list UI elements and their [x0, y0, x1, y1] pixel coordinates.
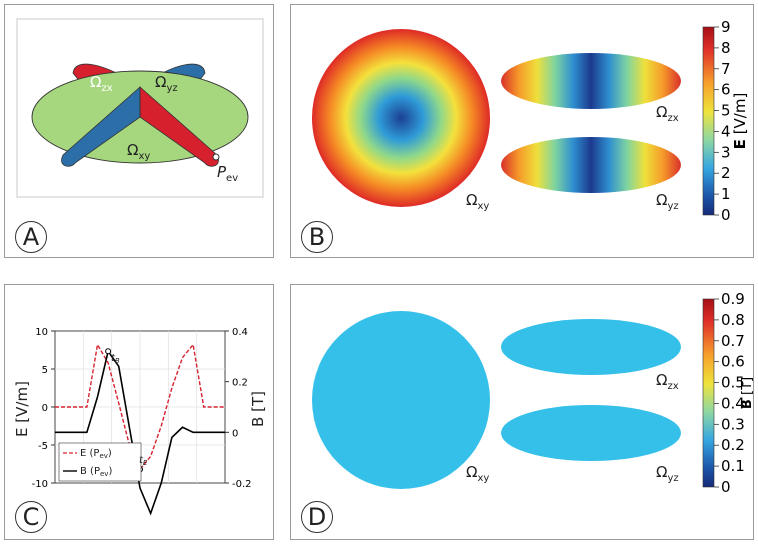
colorbar-tick-label: 2: [721, 164, 731, 182]
colorbar-tick-label: 5: [721, 102, 731, 120]
legend-e: E (P: [80, 448, 99, 459]
colorbar-tick-label: 0.6: [721, 353, 745, 371]
label-zx: Ω: [656, 371, 667, 389]
y-tick-label: 10: [35, 327, 48, 338]
y2-tick-label: 0.4: [232, 327, 248, 338]
label-yz: Ω: [656, 191, 667, 209]
label-zx: Ω: [90, 73, 101, 91]
panel-letter-c: C: [15, 501, 47, 533]
svg-text:B (Pev): B (Pev): [80, 466, 112, 478]
panel-letter-b: B: [301, 221, 333, 253]
plane-yz-front: [61, 86, 141, 167]
colorbar-e-label: E [V/m]: [731, 93, 749, 150]
svg-text:Ωzx: Ωzx: [656, 371, 679, 392]
colorbar-b-ticks: 0.9 0.8 0.7 0.6 0.5 0.4 0.3 0.2 0.1 0: [714, 290, 745, 496]
y2-tick-label: 0.2: [232, 378, 248, 389]
panel-a: Ωzx Ωyz Ωxy Pev A: [4, 4, 274, 258]
y2-tick-label: 0: [232, 428, 238, 439]
label-pev: P: [217, 163, 227, 181]
colorbar-tick-label: 0.7: [721, 332, 745, 350]
field-xy-disk: [312, 29, 490, 207]
panel-b: Ωxy Ωzx Ωyz 9 8 7 6 5 4 3 2 1 0 E [V/m] B: [290, 4, 754, 258]
label-yz: Ω: [656, 463, 667, 481]
point-pev: [212, 153, 220, 161]
field-zx-ellipse: [501, 53, 681, 109]
label-xy: Ω: [466, 191, 477, 209]
svg-text:Ωxy: Ωxy: [466, 463, 489, 484]
panel-d: Ωxy Ωzx Ωyz 0.9 0.8 0.7 0.6 0.5 0.4 0.3 0.2 0.1 0…: [290, 284, 755, 540]
field-xy-disk: [312, 311, 490, 489]
svg-text:E (Pev): E (Pev): [80, 448, 112, 460]
colorbar-b-label: B [T]: [740, 377, 755, 409]
svg-text:Ωyz: Ωyz: [656, 463, 679, 484]
plane-diagram: Ωzx Ωyz Ωxy Pev: [16, 18, 264, 198]
colorbar-tick-label: 0.5: [721, 374, 745, 392]
colorbar-tick-label: 8: [721, 39, 731, 57]
colorbar-tick-label: 0.1: [721, 457, 745, 475]
svg-text:Ωyz: Ωyz: [656, 191, 679, 212]
svg-text:Ωxy: Ωxy: [466, 191, 489, 212]
colorbar-tick-label: 4: [721, 122, 731, 140]
e-field-maps: Ωxy Ωzx Ωyz 9 8 7 6 5 4 3 2 1 0 E [V/m]: [312, 18, 749, 224]
panel-c: 10 5 0 -5 -10 0.4 0.2 0 -0.2 E [V/m] B [T] E (Pe…: [4, 284, 274, 540]
colorbar-tick-label: 0.9: [721, 290, 745, 308]
colorbar-e: [702, 26, 715, 216]
colorbar-tick-label: 6: [721, 81, 731, 99]
y2-tick-label: -0.2: [232, 479, 252, 490]
label-zx: Ω: [656, 103, 667, 121]
annotation-tb: tB: [111, 353, 120, 365]
marker-tb: [105, 348, 112, 355]
e-b-time-chart: 10 5 0 -5 -10 0.4 0.2 0 -0.2 E [V/m] B [T] E (Pe…: [13, 327, 267, 516]
label-xy: Ω: [466, 463, 477, 481]
annotation-te: tE: [139, 455, 148, 467]
y-tick-label: -5: [38, 441, 48, 452]
colorbar-tick-label: 0: [721, 478, 731, 496]
label-yz: Ω: [155, 73, 166, 91]
colorbar-tick-label: 0.2: [721, 436, 745, 454]
panel-letter-d: D: [301, 501, 333, 533]
svg-text:Ωxy: Ωxy: [127, 141, 150, 162]
colorbar-tick-label: 0: [721, 206, 731, 224]
svg-text:Ωyz: Ωyz: [155, 73, 178, 94]
colorbar-e-ticks: 9 8 7 6 5 4 3 2 1 0: [714, 18, 731, 224]
y-tick-label: 5: [42, 365, 48, 376]
colorbar-tick-label: 0.8: [721, 311, 745, 329]
panel-letter-a: A: [15, 221, 47, 253]
b-field-maps: Ωxy Ωzx Ωyz 0.90.80.70.60.50.40.30.20.10…: [312, 290, 755, 496]
colorbar-tick-label: 3: [721, 143, 731, 161]
y-tick-label: 0: [42, 403, 48, 414]
svg-text:Ωzx: Ωzx: [656, 103, 679, 124]
legend-b: B (P: [80, 466, 100, 477]
y-tick-label: -10: [32, 479, 48, 490]
colorbar-tick-label: 0.3: [721, 415, 745, 433]
y2-axis-label: B [T]: [249, 391, 267, 427]
svg-text:Pev: Pev: [217, 163, 238, 184]
colorbar-b: [702, 298, 715, 488]
legend: E (Pev) B (Pev): [58, 442, 142, 482]
colorbar-tick-label: 9: [721, 18, 731, 36]
field-yz-ellipse: [501, 405, 681, 461]
colorbar-tick-label: 1: [721, 185, 731, 203]
y-axis-label: E [V/m]: [13, 381, 31, 437]
series-e-line: [55, 342, 225, 471]
svg-text:Ωzx: Ωzx: [90, 73, 113, 94]
field-yz-ellipse: [501, 137, 681, 193]
series-b-line: [55, 349, 225, 516]
colorbar-tick-label: 0.4: [721, 394, 745, 412]
field-zx-ellipse: [501, 319, 681, 375]
colorbar-tick-label: 7: [721, 60, 731, 78]
label-xy: Ω: [127, 141, 138, 159]
